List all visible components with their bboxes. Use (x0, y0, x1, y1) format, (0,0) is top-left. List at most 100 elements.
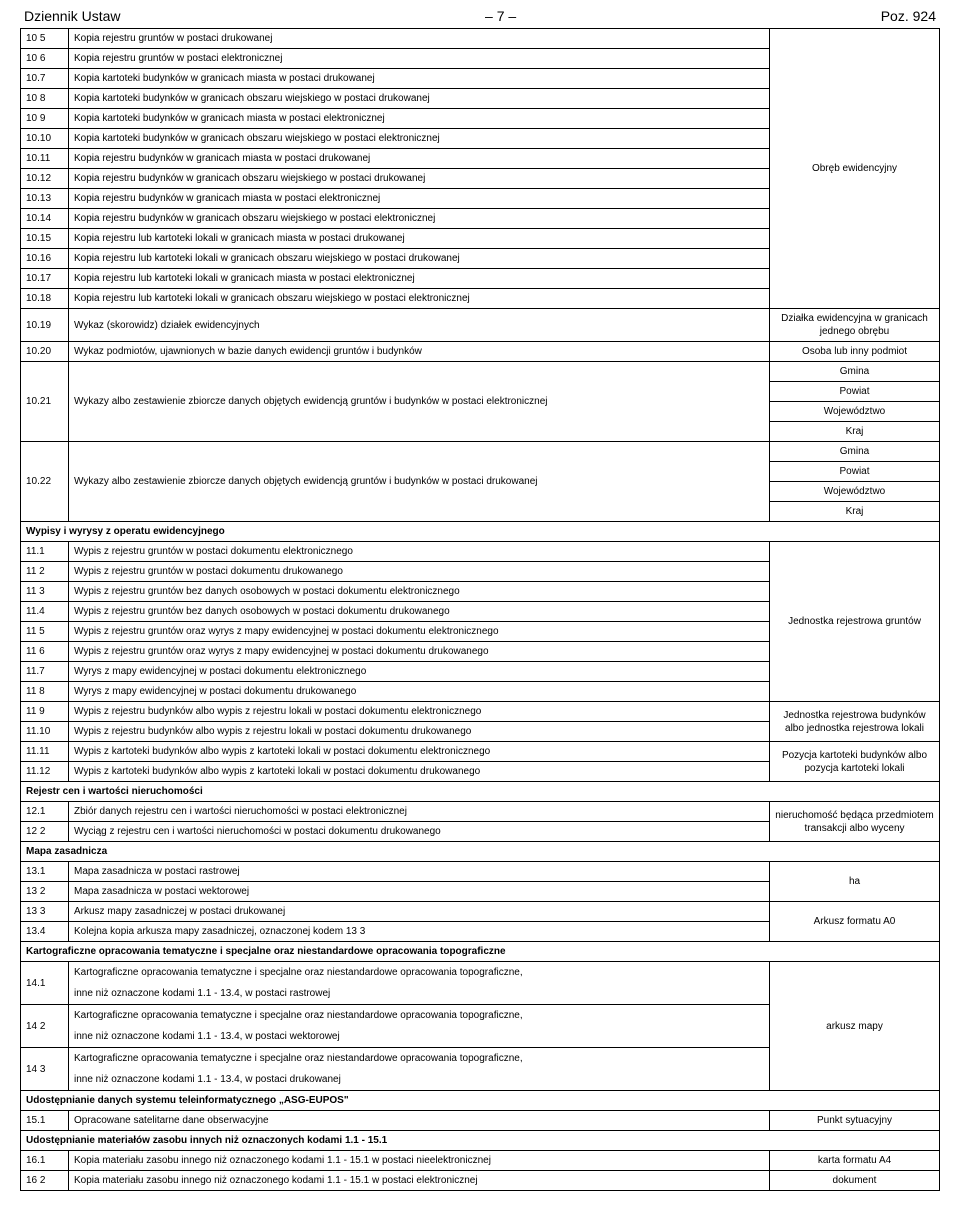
row-number: 10.10 (21, 129, 69, 149)
header-center: – 7 – (485, 8, 516, 24)
main-table: 10 5Kopia rejestru gruntów w postaci dru… (20, 28, 940, 1191)
row-description: Wypis z kartoteki budynków albo wypis z … (69, 742, 770, 762)
row-description: Zbiór danych rejestru cen i wartości nie… (69, 802, 770, 822)
row-description: Wykaz (skorowidz) działek ewidencyjnych (69, 309, 770, 342)
section-header-cell: Kartograficzne opracowania tematyczne i … (21, 942, 940, 962)
row-unit: Gmina (770, 442, 940, 462)
row-number: 10.15 (21, 229, 69, 249)
row-unit: Arkusz formatu A0 (770, 902, 940, 942)
row-description: Mapa zasadnicza w postaci wektorowej (69, 882, 770, 902)
row-number: 11.10 (21, 722, 69, 742)
row-number: 12.1 (21, 802, 69, 822)
row-description: Kopia materiału zasobu innego niż oznacz… (69, 1151, 770, 1171)
row-number: 10 5 (21, 29, 69, 49)
row-unit: karta formatu A4 (770, 1151, 940, 1171)
row-number: 13 3 (21, 902, 69, 922)
row-description: Kopia rejestru gruntów w postaci elektro… (69, 49, 770, 69)
row-unit: Województwo (770, 482, 940, 502)
row-description: Kopia rejestru gruntów w postaci drukowa… (69, 29, 770, 49)
row-description: Wykaz podmiotów, ujawnionych w bazie dan… (69, 342, 770, 362)
table-row: 10.19Wykaz (skorowidz) działek ewidencyj… (21, 309, 940, 342)
row-number: 13.1 (21, 862, 69, 882)
header-right: Poz. 924 (881, 8, 936, 24)
row-description: Wyrys z mapy ewidencyjnej w postaci doku… (69, 662, 770, 682)
row-number: 10.20 (21, 342, 69, 362)
row-description: Kopia rejestru lub kartoteki lokali w gr… (69, 289, 770, 309)
row-number: 10.7 (21, 69, 69, 89)
row-description: Wypis z kartoteki budynków albo wypis z … (69, 762, 770, 782)
row-number: 10.13 (21, 189, 69, 209)
header-left: Dziennik Ustaw (24, 8, 120, 24)
row-unit: Kraj (770, 502, 940, 522)
table-row: 16 2Kopia materiału zasobu innego niż oz… (21, 1171, 940, 1191)
row-unit: Województwo (770, 402, 940, 422)
row-number: 10 8 (21, 89, 69, 109)
row-number: 11 6 (21, 642, 69, 662)
row-description: Mapa zasadnicza w postaci rastrowej (69, 862, 770, 882)
row-number: 11.1 (21, 542, 69, 562)
row-description: Wypis z rejestru gruntów w postaci dokum… (69, 562, 770, 582)
row-number: 10.19 (21, 309, 69, 342)
row-number: 10.14 (21, 209, 69, 229)
section-header-cell: Rejestr cen i wartości nieruchomości (21, 782, 940, 802)
row-description: Kartograficzne opracowania tematyczne i … (69, 962, 770, 1005)
row-unit: Obręb ewidencyjny (770, 29, 940, 309)
row-description: Kopia rejestru budynków w granicach obsz… (69, 169, 770, 189)
section-header-row: Mapa zasadnicza (21, 842, 940, 862)
row-number: 15.1 (21, 1111, 69, 1131)
row-unit: Kraj (770, 422, 940, 442)
section-header-cell: Udostępnianie danych systemu teleinforma… (21, 1091, 940, 1111)
row-description: Wykazy albo zestawienie zbiorcze danych … (69, 362, 770, 442)
table-row: 11.1Wypis z rejestru gruntów w postaci d… (21, 542, 940, 562)
table-row: 10.21Wykazy albo zestawienie zbiorcze da… (21, 362, 940, 382)
row-number: 14 2 (21, 1005, 69, 1048)
row-description: Kopia rejestru lub kartoteki lokali w gr… (69, 249, 770, 269)
row-number: 11.4 (21, 602, 69, 622)
row-description: Wypis z rejestru budynków albo wypis z r… (69, 702, 770, 722)
row-number: 10.22 (21, 442, 69, 522)
row-number: 10.12 (21, 169, 69, 189)
row-unit: Gmina (770, 362, 940, 382)
row-number: 10.11 (21, 149, 69, 169)
row-description: Wypis z rejestru gruntów bez danych osob… (69, 602, 770, 622)
row-number: 10.21 (21, 362, 69, 442)
row-unit: nieruchomość będąca przedmiotem transakc… (770, 802, 940, 842)
row-number: 10.16 (21, 249, 69, 269)
row-description: Kopia rejestru budynków w granicach mias… (69, 149, 770, 169)
row-unit: Działka ewidencyjna w granicach jednego … (770, 309, 940, 342)
table-row: 16.1Kopia materiału zasobu innego niż oz… (21, 1151, 940, 1171)
row-number: 11 3 (21, 582, 69, 602)
section-header-row: Rejestr cen i wartości nieruchomości (21, 782, 940, 802)
row-number: 12 2 (21, 822, 69, 842)
row-description: Kopia kartoteki budynków w granicach mia… (69, 69, 770, 89)
row-description: Kartograficzne opracowania tematyczne i … (69, 1005, 770, 1048)
row-unit: Pozycja kartoteki budynków albo pozycja … (770, 742, 940, 782)
row-description: Wyrys z mapy ewidencyjnej w postaci doku… (69, 682, 770, 702)
table-row: 13.1Mapa zasadnicza w postaci rastrowejh… (21, 862, 940, 882)
row-description: Wypis z rejestru gruntów w postaci dokum… (69, 542, 770, 562)
row-description: Kopia rejestru lub kartoteki lokali w gr… (69, 269, 770, 289)
row-number: 16 2 (21, 1171, 69, 1191)
row-description: Wypis z rejestru gruntów oraz wyrys z ma… (69, 622, 770, 642)
table-row: 13 3Arkusz mapy zasadniczej w postaci dr… (21, 902, 940, 922)
row-number: 14 3 (21, 1048, 69, 1091)
row-description: Kopia rejestru budynków w granicach obsz… (69, 209, 770, 229)
row-unit: Powiat (770, 382, 940, 402)
row-number: 11 2 (21, 562, 69, 582)
table-row: 11.11Wypis z kartoteki budynków albo wyp… (21, 742, 940, 762)
row-unit: Powiat (770, 462, 940, 482)
section-header-row: Kartograficzne opracowania tematyczne i … (21, 942, 940, 962)
row-unit: dokument (770, 1171, 940, 1191)
section-header-cell: Wypisy i wyrysy z operatu ewidencyjnego (21, 522, 940, 542)
row-unit: Jednostka rejestrowa budynków albo jedno… (770, 702, 940, 742)
row-number: 11 8 (21, 682, 69, 702)
row-number: 14.1 (21, 962, 69, 1005)
row-description: Opracowane satelitarne dane obserwacyjne (69, 1111, 770, 1131)
row-number: 10.18 (21, 289, 69, 309)
row-number: 10 6 (21, 49, 69, 69)
row-description: Kopia kartoteki budynków w granicach obs… (69, 89, 770, 109)
table-row: 10.20Wykaz podmiotów, ujawnionych w bazi… (21, 342, 940, 362)
table-row: 10 5Kopia rejestru gruntów w postaci dru… (21, 29, 940, 49)
row-description: Kopia kartoteki budynków w granicach obs… (69, 129, 770, 149)
row-unit: arkusz mapy (770, 962, 940, 1091)
